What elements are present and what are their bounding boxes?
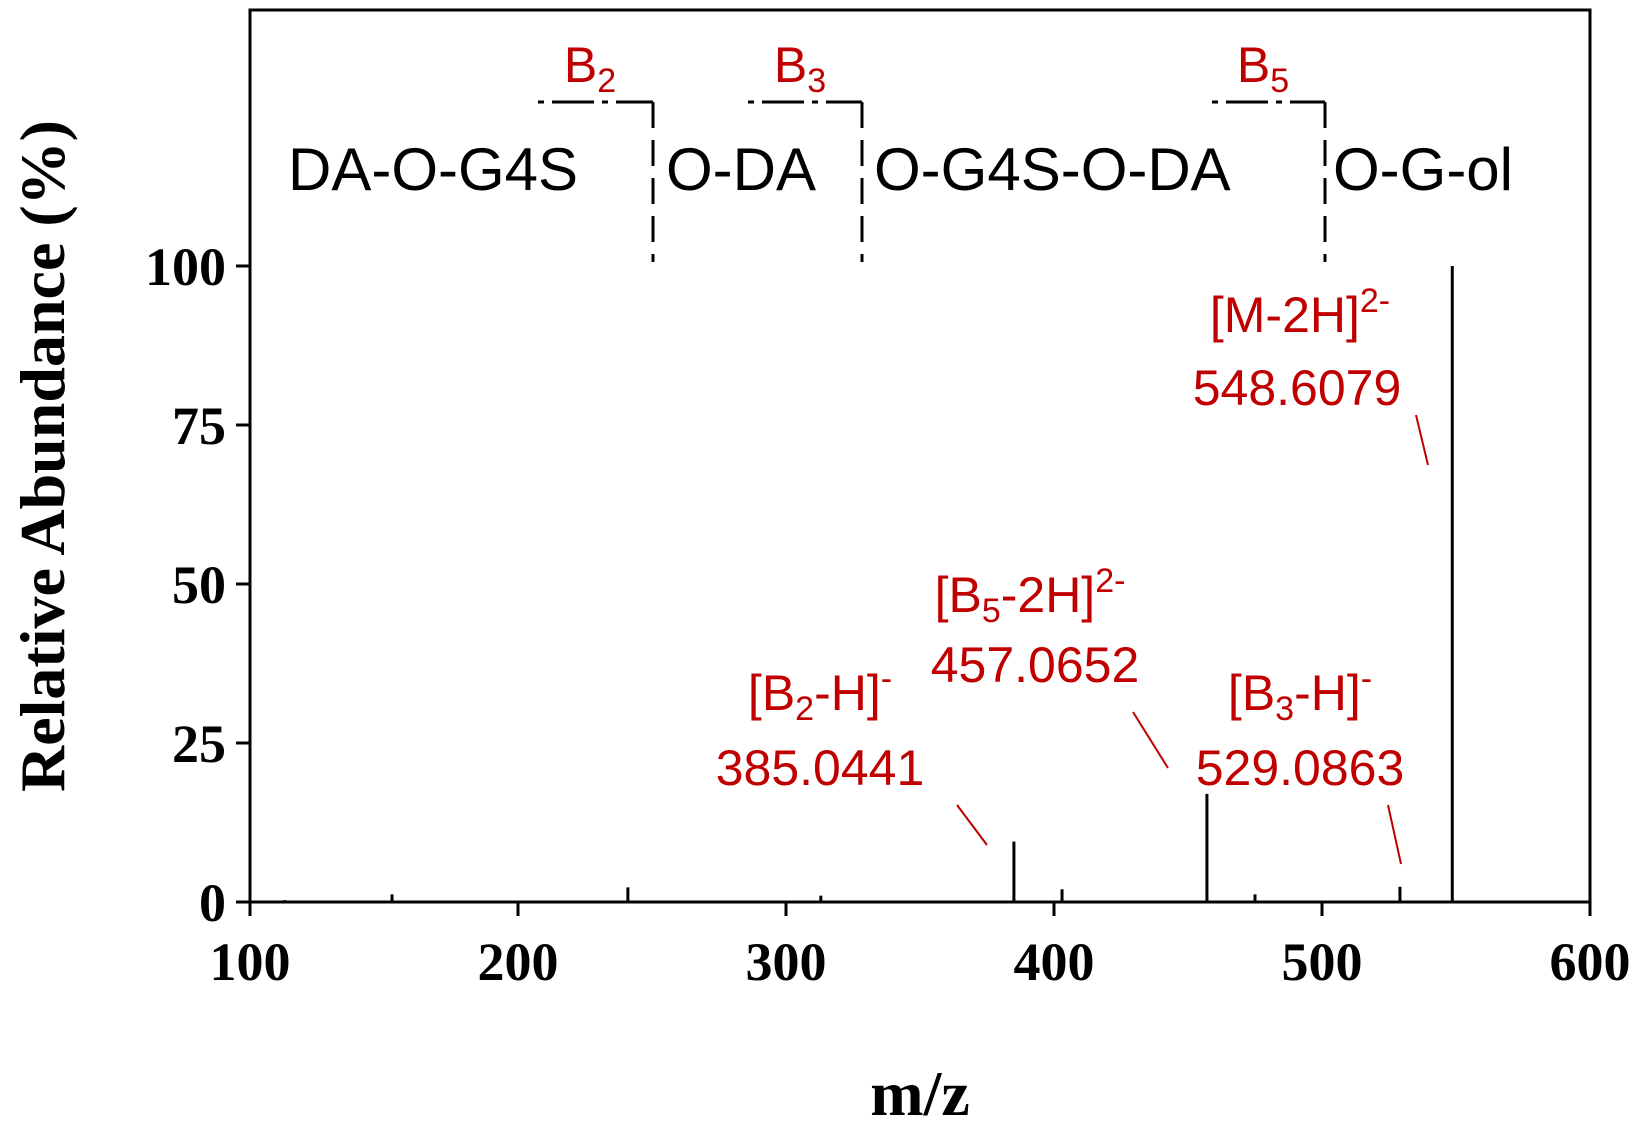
structure-segment: O-DA (666, 136, 816, 203)
x-axis-label: m/z (870, 1058, 970, 1129)
ion-label: [B3-H]- (1228, 660, 1372, 728)
structure-segment: O-G-ol (1333, 136, 1513, 203)
peak-mz-label: 529.0863 (1196, 740, 1405, 796)
ion-label: [M-2H]2- (1210, 282, 1390, 343)
y-axis-label: Relative Abundance (%) (7, 120, 78, 792)
ion-label-suffix: -2H] (1001, 567, 1095, 623)
y-tick-label: 75 (172, 396, 226, 456)
ion-label-subscript: 3 (1275, 690, 1294, 728)
annotation-leader-line (956, 804, 988, 846)
ion-label-superscript: 2- (1095, 562, 1125, 600)
y-tick-label: 100 (145, 237, 226, 297)
peak-mz-label: 385.0441 (716, 740, 925, 796)
x-tick-label: 400 (1014, 932, 1095, 992)
x-tick-label: 200 (478, 932, 559, 992)
ion-label-subscript: 5 (982, 592, 1001, 630)
peak-annotations: [B2-H]-385.0441[B5-2H]2-457.0652 [B3-H]-5… (716, 282, 1429, 865)
x-tick-label: 600 (1550, 932, 1631, 992)
ion-label-superscript: 2- (1360, 282, 1390, 320)
cleavage-label-subscript: 5 (1270, 62, 1289, 100)
cleavage-label: B3 (774, 37, 826, 100)
peak-mz-label: 457.0652 (931, 637, 1140, 693)
ion-label-text: [B (935, 567, 982, 623)
ion-label-superscript: - (1361, 660, 1372, 698)
cleavage-label-letter: B (1237, 37, 1270, 93)
ion-label-text: [B (1228, 665, 1275, 721)
cleavage-label-subscript: 2 (597, 62, 616, 100)
cleavage-label-letter: B (774, 37, 807, 93)
cleavage-label-subscript: 3 (807, 62, 826, 100)
ion-label-text: [M-2H] (1210, 287, 1360, 343)
ion-label: [B5-2H]2- (935, 562, 1126, 630)
y-tick-label: 25 (172, 714, 226, 774)
cleavage-label: B5 (1237, 37, 1289, 100)
structure-segment: O-G4S-O-DA (874, 136, 1231, 203)
ion-label: [B2-H]- (748, 660, 892, 728)
annotation-leader-line (1415, 414, 1429, 466)
cleavage-label: B2 (564, 37, 616, 100)
y-tick-label: 0 (199, 873, 226, 933)
y-tick-label: 50 (172, 555, 226, 615)
x-tick-label: 100 (210, 932, 291, 992)
ion-label-suffix: -H] (814, 665, 881, 721)
ion-label-superscript: - (881, 660, 892, 698)
cleavage-label-letter: B (564, 37, 597, 93)
x-tick-label: 300 (746, 932, 827, 992)
annotation-leader-line (1387, 804, 1402, 865)
annotation-leader-line (1132, 711, 1169, 769)
x-tick-label: 500 (1282, 932, 1363, 992)
ion-label-text: [B (748, 665, 795, 721)
ion-label-suffix: -H] (1294, 665, 1361, 721)
structure-segment: DA-O-G4S (288, 136, 578, 203)
plot-frame (248, 8, 1592, 904)
peak-mz-label: 548.6079 (1193, 360, 1402, 416)
ion-label-subscript: 2 (795, 690, 814, 728)
peaks (283, 266, 1454, 902)
